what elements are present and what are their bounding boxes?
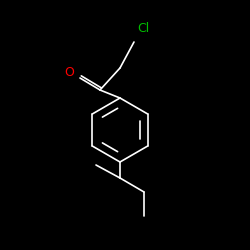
- Text: O: O: [64, 66, 74, 80]
- Text: Cl: Cl: [137, 22, 149, 35]
